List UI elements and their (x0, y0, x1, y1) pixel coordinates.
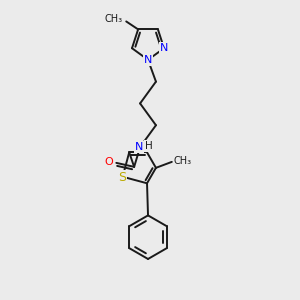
Text: CH₃: CH₃ (104, 14, 122, 25)
Text: S: S (118, 171, 126, 184)
Text: O: O (104, 157, 113, 167)
Text: N: N (160, 43, 168, 53)
Text: N: N (144, 55, 152, 65)
Text: CH₃: CH₃ (174, 156, 192, 166)
Text: H: H (145, 141, 153, 151)
Text: N: N (135, 142, 143, 152)
